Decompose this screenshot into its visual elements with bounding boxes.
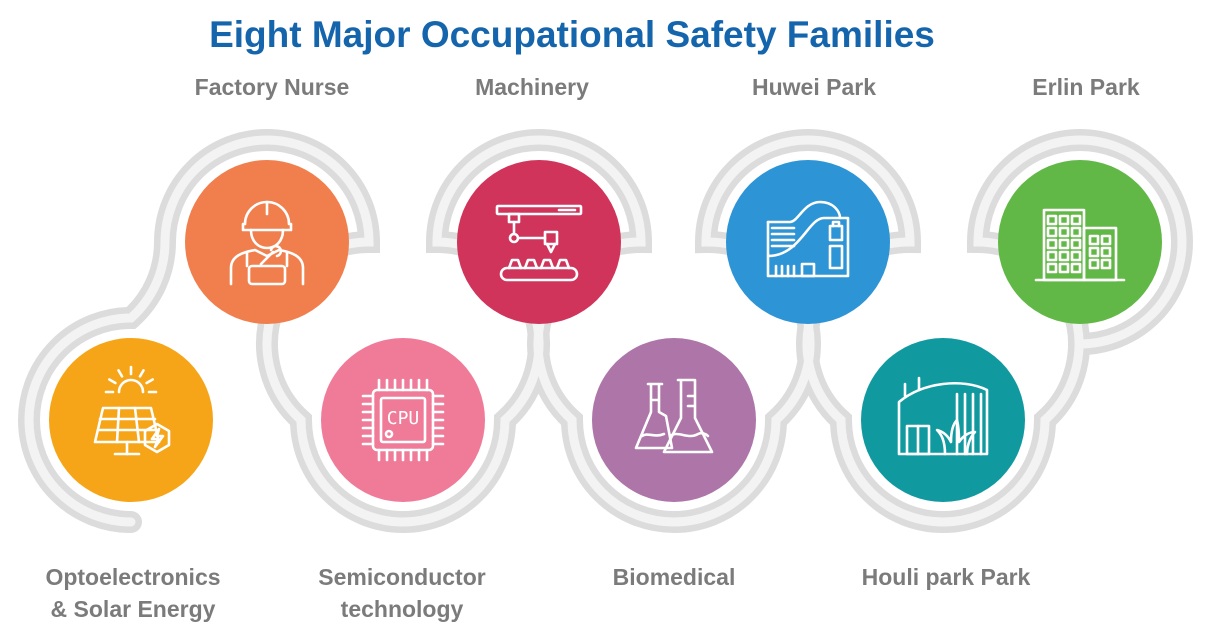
family-label: Huwei Park xyxy=(752,74,876,100)
family-circle xyxy=(592,338,756,502)
page-title: Eight Major Occupational Safety Families xyxy=(209,14,935,55)
svg-text:CPU: CPU xyxy=(387,408,420,429)
family-node xyxy=(998,160,1162,324)
family-label: technology xyxy=(341,596,464,622)
robotic-arm-icon xyxy=(495,204,583,282)
family-circle xyxy=(457,160,621,324)
family-node xyxy=(861,338,1025,502)
flasks-icon xyxy=(634,378,714,454)
modern-building-icon xyxy=(766,200,850,278)
family-label: Erlin Park xyxy=(1032,74,1140,100)
wavy-track xyxy=(17,128,1194,534)
worker-icon xyxy=(229,200,305,286)
family-label: Semiconductor xyxy=(318,564,485,590)
family-circle xyxy=(726,160,890,324)
cpu-chip-icon: CPU xyxy=(361,378,445,462)
family-label: Optoelectronics xyxy=(45,564,220,590)
family-label: & Solar Energy xyxy=(51,596,216,622)
family-label: Machinery xyxy=(475,74,589,100)
family-labels: Optoelectronics & Solar Energy Factory Nur… xyxy=(45,74,1139,622)
family-label: Houli park Park xyxy=(862,564,1031,590)
family-node: CPU xyxy=(321,338,485,502)
solar-panel-icon xyxy=(93,365,171,456)
family-nodes: CPU xyxy=(49,160,1162,502)
family-node xyxy=(49,338,213,502)
family-label: Factory Nurse xyxy=(195,74,350,100)
park-building-icon xyxy=(897,376,989,456)
family-node xyxy=(185,160,349,324)
family-circle xyxy=(321,338,485,502)
family-node xyxy=(726,160,890,324)
family-circle xyxy=(185,160,349,324)
family-circle xyxy=(861,338,1025,502)
family-node xyxy=(592,338,756,502)
family-node xyxy=(457,160,621,324)
family-label: Biomedical xyxy=(613,564,736,590)
office-tower-icon xyxy=(1034,208,1126,282)
